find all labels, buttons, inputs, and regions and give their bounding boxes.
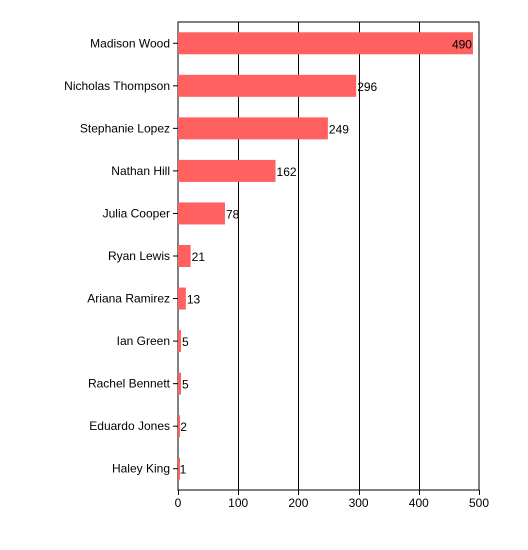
data-label: 78 xyxy=(226,207,240,221)
data-label: 1 xyxy=(180,463,187,477)
data-label: 21 xyxy=(192,250,206,264)
x-tick-label: 500 xyxy=(469,496,489,510)
data-label: 5 xyxy=(182,378,189,392)
y-tick-label: Ryan Lewis xyxy=(108,249,170,263)
y-tick-label: Rachel Bennett xyxy=(88,377,171,391)
bar xyxy=(178,159,276,182)
bar xyxy=(178,74,357,97)
data-label: 490 xyxy=(452,37,472,51)
y-tick-label: Julia Cooper xyxy=(103,206,170,220)
y-tick-label: Ian Green xyxy=(117,334,170,348)
data-label: 2 xyxy=(180,420,187,434)
data-label: 249 xyxy=(329,122,349,136)
bar xyxy=(178,32,473,55)
data-label: 13 xyxy=(187,293,201,307)
x-tick-label: 200 xyxy=(288,496,308,510)
x-tick-label: 300 xyxy=(349,496,369,510)
y-tick-label: Madison Wood xyxy=(90,36,170,50)
y-tick-label: Haley King xyxy=(112,462,170,476)
x-tick-label: 400 xyxy=(409,496,429,510)
data-label: 5 xyxy=(182,335,189,349)
y-tick-label: Eduardo Jones xyxy=(89,419,170,433)
bar xyxy=(178,372,182,395)
bar xyxy=(178,457,180,480)
data-label: 162 xyxy=(277,165,297,179)
bar xyxy=(178,287,186,310)
y-tick-label: Nathan Hill xyxy=(111,164,170,178)
bar xyxy=(178,415,180,438)
bar xyxy=(178,330,182,353)
x-tick-label: 0 xyxy=(175,496,182,510)
x-tick-label: 100 xyxy=(228,496,248,510)
bar xyxy=(178,245,191,267)
bar xyxy=(178,202,225,225)
data-label: 296 xyxy=(357,80,377,94)
y-tick-label: Nicholas Thompson xyxy=(64,79,170,93)
y-tick-label: Ariana Ramirez xyxy=(87,292,170,306)
bar xyxy=(178,117,328,140)
y-tick-label: Stephanie Lopez xyxy=(80,121,170,135)
